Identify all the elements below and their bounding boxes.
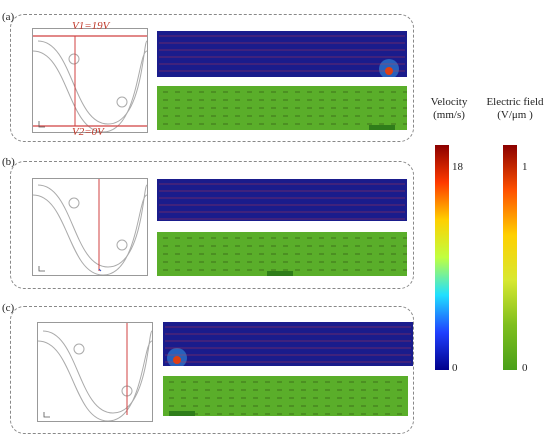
waveform-svg-b: [32, 179, 148, 276]
velocity-field-c: [163, 322, 413, 366]
efield-field-b: [157, 232, 407, 276]
velocity-field-a: [157, 31, 407, 77]
efield-map-a: [157, 86, 407, 130]
velocity-title: Velocity: [430, 96, 468, 108]
velocity-field-b: [157, 179, 407, 221]
efield-map-b: [157, 232, 407, 276]
velocity-colorbar-title: Velocity (mm/s): [418, 96, 480, 122]
efield-tick-min: 0: [522, 362, 528, 374]
velocity-tick-max: 18: [452, 161, 463, 173]
waveform-svg-c: [37, 323, 153, 422]
panel-a-label: (a): [2, 11, 15, 23]
panel-b: [10, 161, 414, 289]
panel-b-label: (b): [2, 156, 15, 168]
efield-tick-max: 1: [522, 161, 528, 173]
panel-c: [10, 306, 414, 434]
velocity-map-b: [157, 179, 407, 221]
efield-map-c: [163, 376, 408, 416]
velocity-unit: (mm/s): [433, 109, 465, 121]
v2-label: V2=0V: [72, 126, 104, 138]
waveform-svg-a: [32, 35, 148, 133]
waveform-plot-b: [32, 178, 148, 276]
panel-c-label: (c): [2, 302, 15, 314]
efield-field-c: [163, 376, 408, 416]
velocity-colorbar: [435, 145, 449, 370]
waveform-plot-c: [37, 322, 153, 422]
efield-colorbar-title: Electric field (V/μm ): [480, 96, 550, 122]
velocity-map-a: [157, 31, 407, 77]
velocity-tick-min: 0: [452, 362, 458, 374]
panel-a: [10, 14, 414, 142]
efield-title: Electric field: [486, 96, 544, 108]
waveform-plot-a: [32, 28, 148, 133]
velocity-map-c: [163, 322, 413, 366]
efield-unit: (V/μm ): [497, 109, 533, 121]
efield-colorbar: [503, 145, 517, 370]
v1-label: V1=19V: [72, 20, 110, 32]
efield-field-a: [157, 86, 407, 130]
